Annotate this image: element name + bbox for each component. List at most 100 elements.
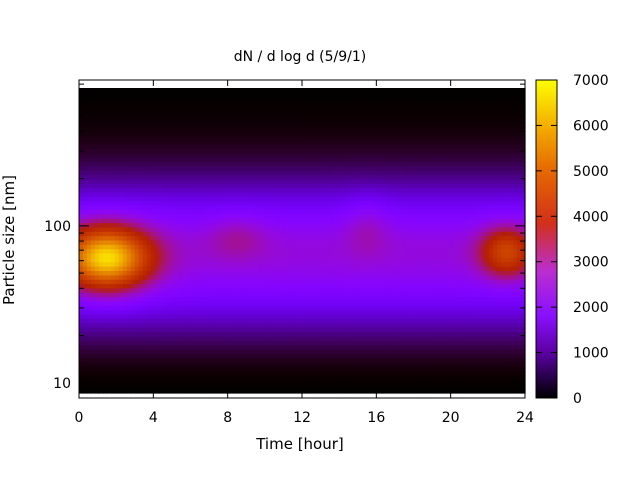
heatmap-cell: [214, 262, 219, 268]
heatmap-cell: [158, 353, 164, 359]
heatmap-cell: [126, 249, 132, 255]
heatmap-cell: [262, 157, 267, 163]
heatmap-cell: [162, 231, 168, 237]
heatmap-cell: [266, 358, 271, 364]
heatmap-cell: [118, 327, 124, 333]
heatmap-cell: [154, 144, 160, 150]
heatmap-cell: [266, 266, 271, 272]
heatmap-cell: [178, 384, 184, 390]
heatmap-cell: [302, 353, 307, 359]
heatmap-cell: [230, 375, 235, 381]
heatmap-cell: [238, 214, 243, 220]
heatmap-cell: [254, 249, 259, 255]
heatmap-cell: [190, 271, 196, 276]
heatmap-cell: [333, 227, 339, 233]
heatmap-cell: [82, 101, 88, 107]
heatmap-cell: [309, 297, 315, 303]
heatmap-cell: [226, 384, 231, 390]
heatmap-cell: [190, 196, 196, 202]
heatmap-cell: [90, 105, 96, 111]
heatmap-cell: [226, 109, 231, 115]
heatmap-cell: [126, 205, 132, 211]
heatmap-cell: [198, 153, 204, 159]
heatmap-cell: [150, 135, 156, 141]
heatmap-cell: [234, 122, 239, 128]
heatmap-cell: [294, 153, 299, 159]
heatmap-cell: [266, 323, 271, 329]
heatmap-cell: [150, 310, 156, 316]
heatmap-cell: [242, 257, 247, 263]
heatmap-cell: [254, 327, 259, 333]
heatmap-cell: [126, 183, 132, 189]
heatmap-cell: [329, 166, 335, 172]
heatmap-cell: [222, 196, 227, 202]
heatmap-cell: [337, 227, 343, 233]
heatmap-cell: [234, 244, 239, 250]
heatmap-cell: [130, 318, 136, 324]
heatmap-cell: [222, 179, 227, 185]
heatmap-cell: [194, 301, 200, 307]
heatmap-cell: [190, 318, 196, 324]
heatmap-cell: [282, 205, 287, 211]
heatmap-cell: [170, 314, 176, 320]
heatmap-cell: [345, 175, 351, 181]
heatmap-cell: [250, 144, 255, 150]
heatmap-cell: [222, 371, 227, 377]
heatmap-cell: [98, 336, 104, 342]
heatmap-cell: [162, 332, 168, 337]
heatmap-cell: [290, 170, 295, 176]
heatmap-cell: [170, 135, 176, 141]
heatmap-cell: [262, 114, 267, 120]
heatmap-cell: [302, 292, 307, 298]
heatmap-cell: [294, 92, 299, 98]
heatmap-cell: [345, 253, 351, 259]
heatmap-cell: [317, 288, 323, 294]
heatmap-cell: [98, 101, 104, 107]
heatmap-cell: [162, 262, 168, 268]
heatmap-cell: [98, 388, 104, 394]
heatmap-cell: [345, 218, 351, 224]
heatmap-cell: [298, 318, 303, 324]
heatmap-cell: [349, 92, 355, 98]
heatmap-cell: [222, 332, 227, 337]
heatmap-cell: [254, 188, 259, 194]
heatmap-cell: [337, 384, 343, 390]
heatmap-cell: [222, 227, 227, 233]
heatmap-cell: [82, 297, 88, 303]
heatmap-cell: [130, 153, 136, 159]
heatmap-cell: [174, 262, 180, 268]
heatmap-cell: [158, 314, 164, 320]
heatmap-cell: [262, 127, 267, 133]
heatmap-cell: [166, 118, 172, 124]
heatmap-cell: [333, 371, 339, 377]
heatmap-cell: [230, 353, 235, 359]
heatmap-cell: [122, 175, 128, 181]
heatmap-cell: [341, 218, 347, 224]
heatmap-cell: [178, 345, 184, 351]
heatmap-cell: [206, 105, 212, 111]
heatmap-cell: [341, 135, 347, 141]
heatmap-cell: [353, 205, 359, 211]
heatmap-cell: [290, 192, 295, 198]
heatmap-cell: [170, 323, 176, 329]
heatmap-cell: [286, 266, 291, 272]
heatmap-cell: [262, 122, 267, 128]
heatmap-cell: [317, 205, 323, 211]
heatmap-cell: [278, 214, 283, 220]
heatmap-cell: [218, 257, 223, 263]
heatmap-column: [266, 88, 271, 394]
heatmap-cell: [110, 301, 116, 307]
heatmap-cell: [138, 179, 144, 185]
heatmap-cell: [353, 332, 359, 337]
heatmap-cell: [246, 201, 251, 207]
heatmap-cell: [278, 240, 283, 246]
heatmap-cell: [298, 88, 303, 93]
heatmap-cell: [218, 153, 223, 159]
heatmap-cell: [90, 353, 96, 359]
heatmap-cell: [126, 271, 132, 276]
heatmap-cell: [110, 149, 116, 154]
heatmap-cell: [186, 384, 192, 390]
heatmap-cell: [294, 166, 299, 172]
heatmap-cell: [290, 366, 295, 372]
heatmap-cell: [333, 388, 339, 394]
